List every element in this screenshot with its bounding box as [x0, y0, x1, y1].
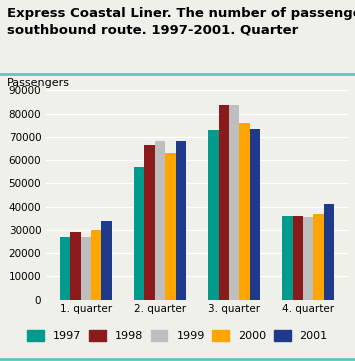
Bar	[239, 123, 250, 300]
Bar	[175, 142, 186, 300]
Bar	[324, 204, 334, 300]
Bar	[102, 221, 112, 300]
Bar	[165, 153, 175, 300]
Bar	[70, 232, 81, 300]
Bar	[60, 237, 70, 300]
Bar	[229, 105, 239, 300]
Bar	[144, 145, 155, 300]
Text: Passengers: Passengers	[7, 78, 70, 88]
Bar	[134, 167, 144, 300]
Bar	[219, 105, 229, 300]
Bar	[313, 214, 324, 300]
Bar	[293, 216, 303, 300]
Bar	[250, 129, 260, 300]
Bar	[303, 217, 313, 300]
Bar	[282, 216, 293, 300]
Bar	[155, 142, 165, 300]
Legend: 1997, 1998, 1999, 2000, 2001: 1997, 1998, 1999, 2000, 2001	[24, 326, 331, 345]
Bar	[91, 230, 102, 300]
Text: Express Coastal Liner. The number of passengers,
southbound route. 1997-2001. Qu: Express Coastal Liner. The number of pas…	[7, 7, 355, 36]
Bar	[81, 237, 91, 300]
Bar	[208, 130, 219, 300]
